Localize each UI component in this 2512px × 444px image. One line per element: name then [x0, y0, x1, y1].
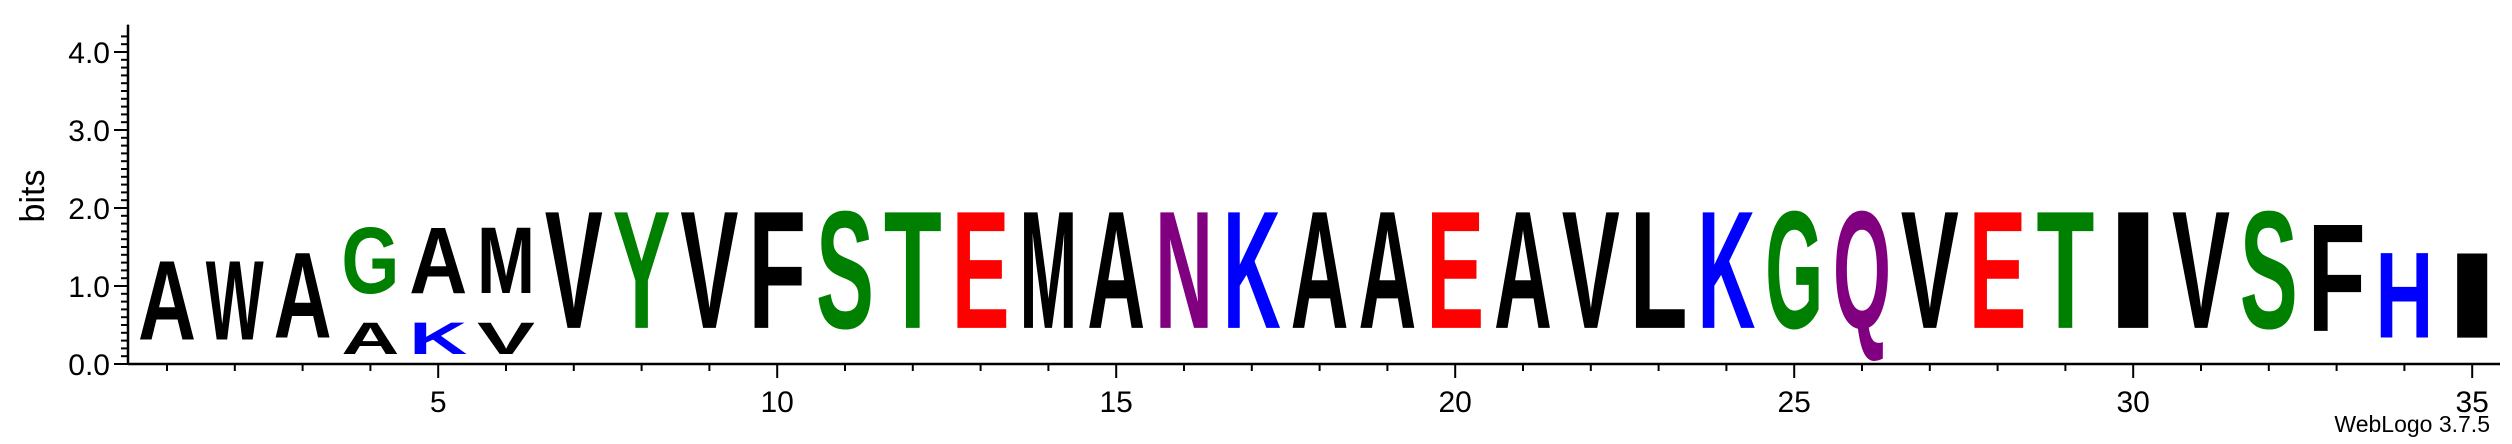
logo-letter-k: K [1697, 176, 1755, 364]
logo-letter-t: T [2036, 176, 2094, 363]
logo-letter-i: I [2104, 177, 2162, 364]
x-tick-label: 10 [761, 386, 794, 419]
logo-letter-v: V [1562, 177, 1620, 364]
logo-letter-t: T [884, 176, 942, 363]
logo-letter-a: A [274, 227, 332, 364]
x-tick-label: 35 [2456, 386, 2489, 419]
logo-letter-v: V [545, 177, 603, 364]
logo-letter-v: V [680, 177, 738, 364]
logo-letter-f: F [2308, 192, 2366, 364]
logo-letter-e: E [1426, 177, 1484, 364]
x-tick-label: 5 [430, 386, 447, 419]
logo-letter-m: M [477, 208, 535, 314]
logo-letter-w: W [206, 239, 264, 365]
logo-letter-v: V [477, 313, 535, 364]
logo-letter-v: V [2172, 177, 2230, 364]
weblogo-version: WebLogo 3.7.5 [2334, 411, 2490, 437]
logo-letter-l: L [1630, 176, 1688, 363]
y-axis-label: bits [14, 170, 52, 223]
logo-letter-g: G [341, 209, 399, 314]
x-tick-label: 25 [1778, 386, 1811, 419]
logo-letter-f: F [748, 176, 806, 363]
logo-letter-s: S [2240, 177, 2298, 364]
logo-letter-a: A [1494, 176, 1552, 364]
logo-letter-k: K [409, 313, 467, 364]
chart-axes: 0.0 1.0 2.0 3.0 4.0 5 10 15 20 25 30 35 [68, 24, 2500, 419]
logo-letter-a: A [138, 237, 196, 364]
logo-letter-g: G [1765, 175, 1823, 364]
y-tick-label: 2.0 [68, 193, 110, 226]
y-tick-label: 0.0 [68, 349, 110, 382]
logo-letter-a: A [1087, 176, 1145, 364]
logo-letter-e: E [952, 177, 1010, 364]
logo-letter-k: K [1223, 176, 1281, 364]
logo-letter-a: A [409, 208, 467, 314]
logo-letter-h: H [2375, 227, 2433, 364]
logo-letter-y: Y [613, 177, 671, 364]
y-tick-label: 1.0 [68, 271, 110, 304]
x-tick-label: 15 [1100, 386, 1133, 419]
logo-letter-a: A [1358, 176, 1416, 364]
logo-letter-a: A [341, 313, 399, 364]
x-tick-label: 30 [2117, 386, 2150, 419]
y-tick-label: 3.0 [68, 115, 110, 148]
y-tick-label: 4.0 [68, 37, 110, 70]
x-tick-label: 20 [1439, 386, 1472, 419]
logo-letter-e: E [1969, 177, 2027, 364]
logo-letter-m: M [1019, 178, 1077, 365]
logo-letter-n: N [1155, 176, 1213, 364]
logo-letter-i: I [2443, 227, 2501, 364]
logo-letter-a: A [1291, 176, 1349, 364]
logo-letter-s: S [816, 177, 874, 364]
logo-letter-v: V [1901, 177, 1959, 364]
logo-letter-q: Q [1833, 175, 1891, 364]
